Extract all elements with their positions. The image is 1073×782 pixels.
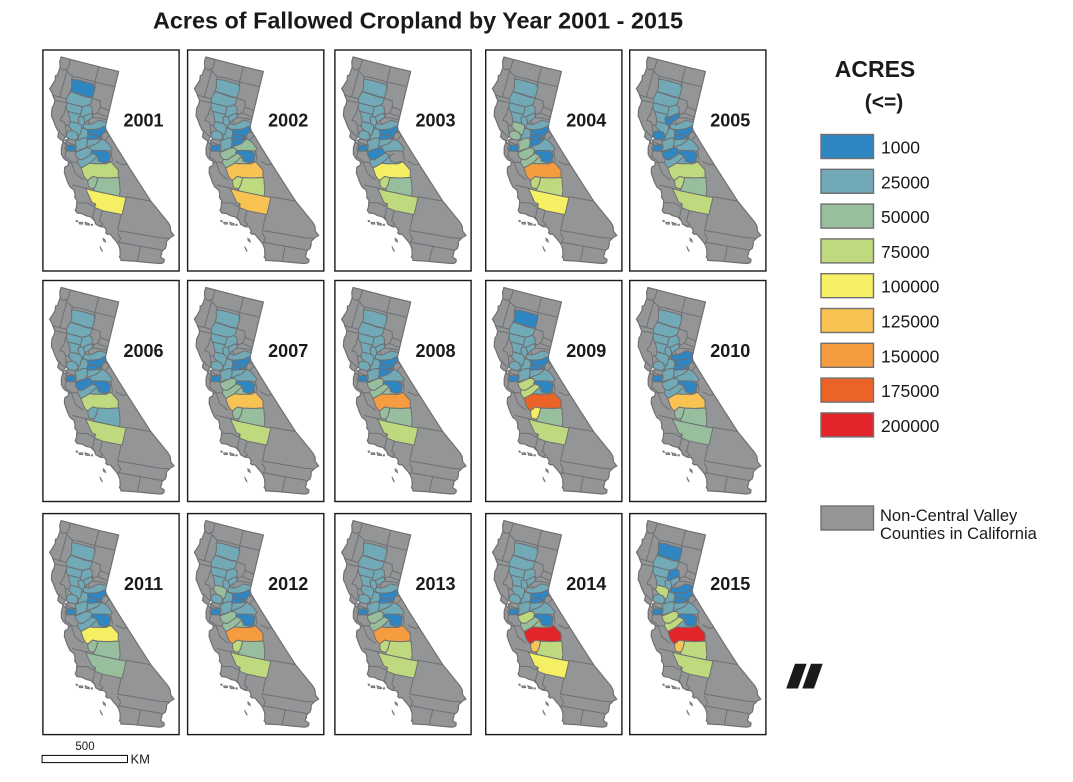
svg-text:2002: 2002 <box>268 110 308 130</box>
svg-text:2008: 2008 <box>415 341 455 361</box>
svg-text:2004: 2004 <box>566 110 606 130</box>
svg-text:50000: 50000 <box>881 207 930 227</box>
svg-text:125000: 125000 <box>881 312 940 332</box>
svg-text:ACRES: ACRES <box>835 56 916 82</box>
svg-text:175000: 175000 <box>881 381 940 401</box>
svg-text:Non-Central Valley: Non-Central Valley <box>880 507 1018 525</box>
svg-text:150000: 150000 <box>881 346 940 366</box>
svg-text:2007: 2007 <box>268 341 308 361</box>
svg-text:Acres of Fallowed Cropland by: Acres of Fallowed Cropland by Year 2001 … <box>153 8 683 34</box>
svg-text:2005: 2005 <box>710 110 750 130</box>
svg-text:2001: 2001 <box>123 110 163 130</box>
svg-text:100000: 100000 <box>881 277 940 297</box>
svg-text:(<=): (<=) <box>865 91 904 114</box>
svg-text:2012: 2012 <box>268 574 308 594</box>
svg-text:Counties in California: Counties in California <box>880 525 1038 543</box>
svg-text:1000: 1000 <box>881 138 920 158</box>
svg-text:200000: 200000 <box>881 416 940 436</box>
svg-text:2013: 2013 <box>415 574 455 594</box>
svg-text:2009: 2009 <box>566 341 606 361</box>
svg-text:75000: 75000 <box>881 242 930 262</box>
svg-text:2003: 2003 <box>415 110 455 130</box>
svg-text:KM: KM <box>131 752 151 767</box>
svg-text:500: 500 <box>75 741 94 753</box>
svg-text:2015: 2015 <box>710 574 750 594</box>
svg-text:25000: 25000 <box>881 172 930 192</box>
svg-text:2006: 2006 <box>123 341 163 361</box>
svg-text:2011: 2011 <box>124 574 163 594</box>
svg-text:2014: 2014 <box>566 574 606 594</box>
svg-text:2010: 2010 <box>710 341 750 361</box>
